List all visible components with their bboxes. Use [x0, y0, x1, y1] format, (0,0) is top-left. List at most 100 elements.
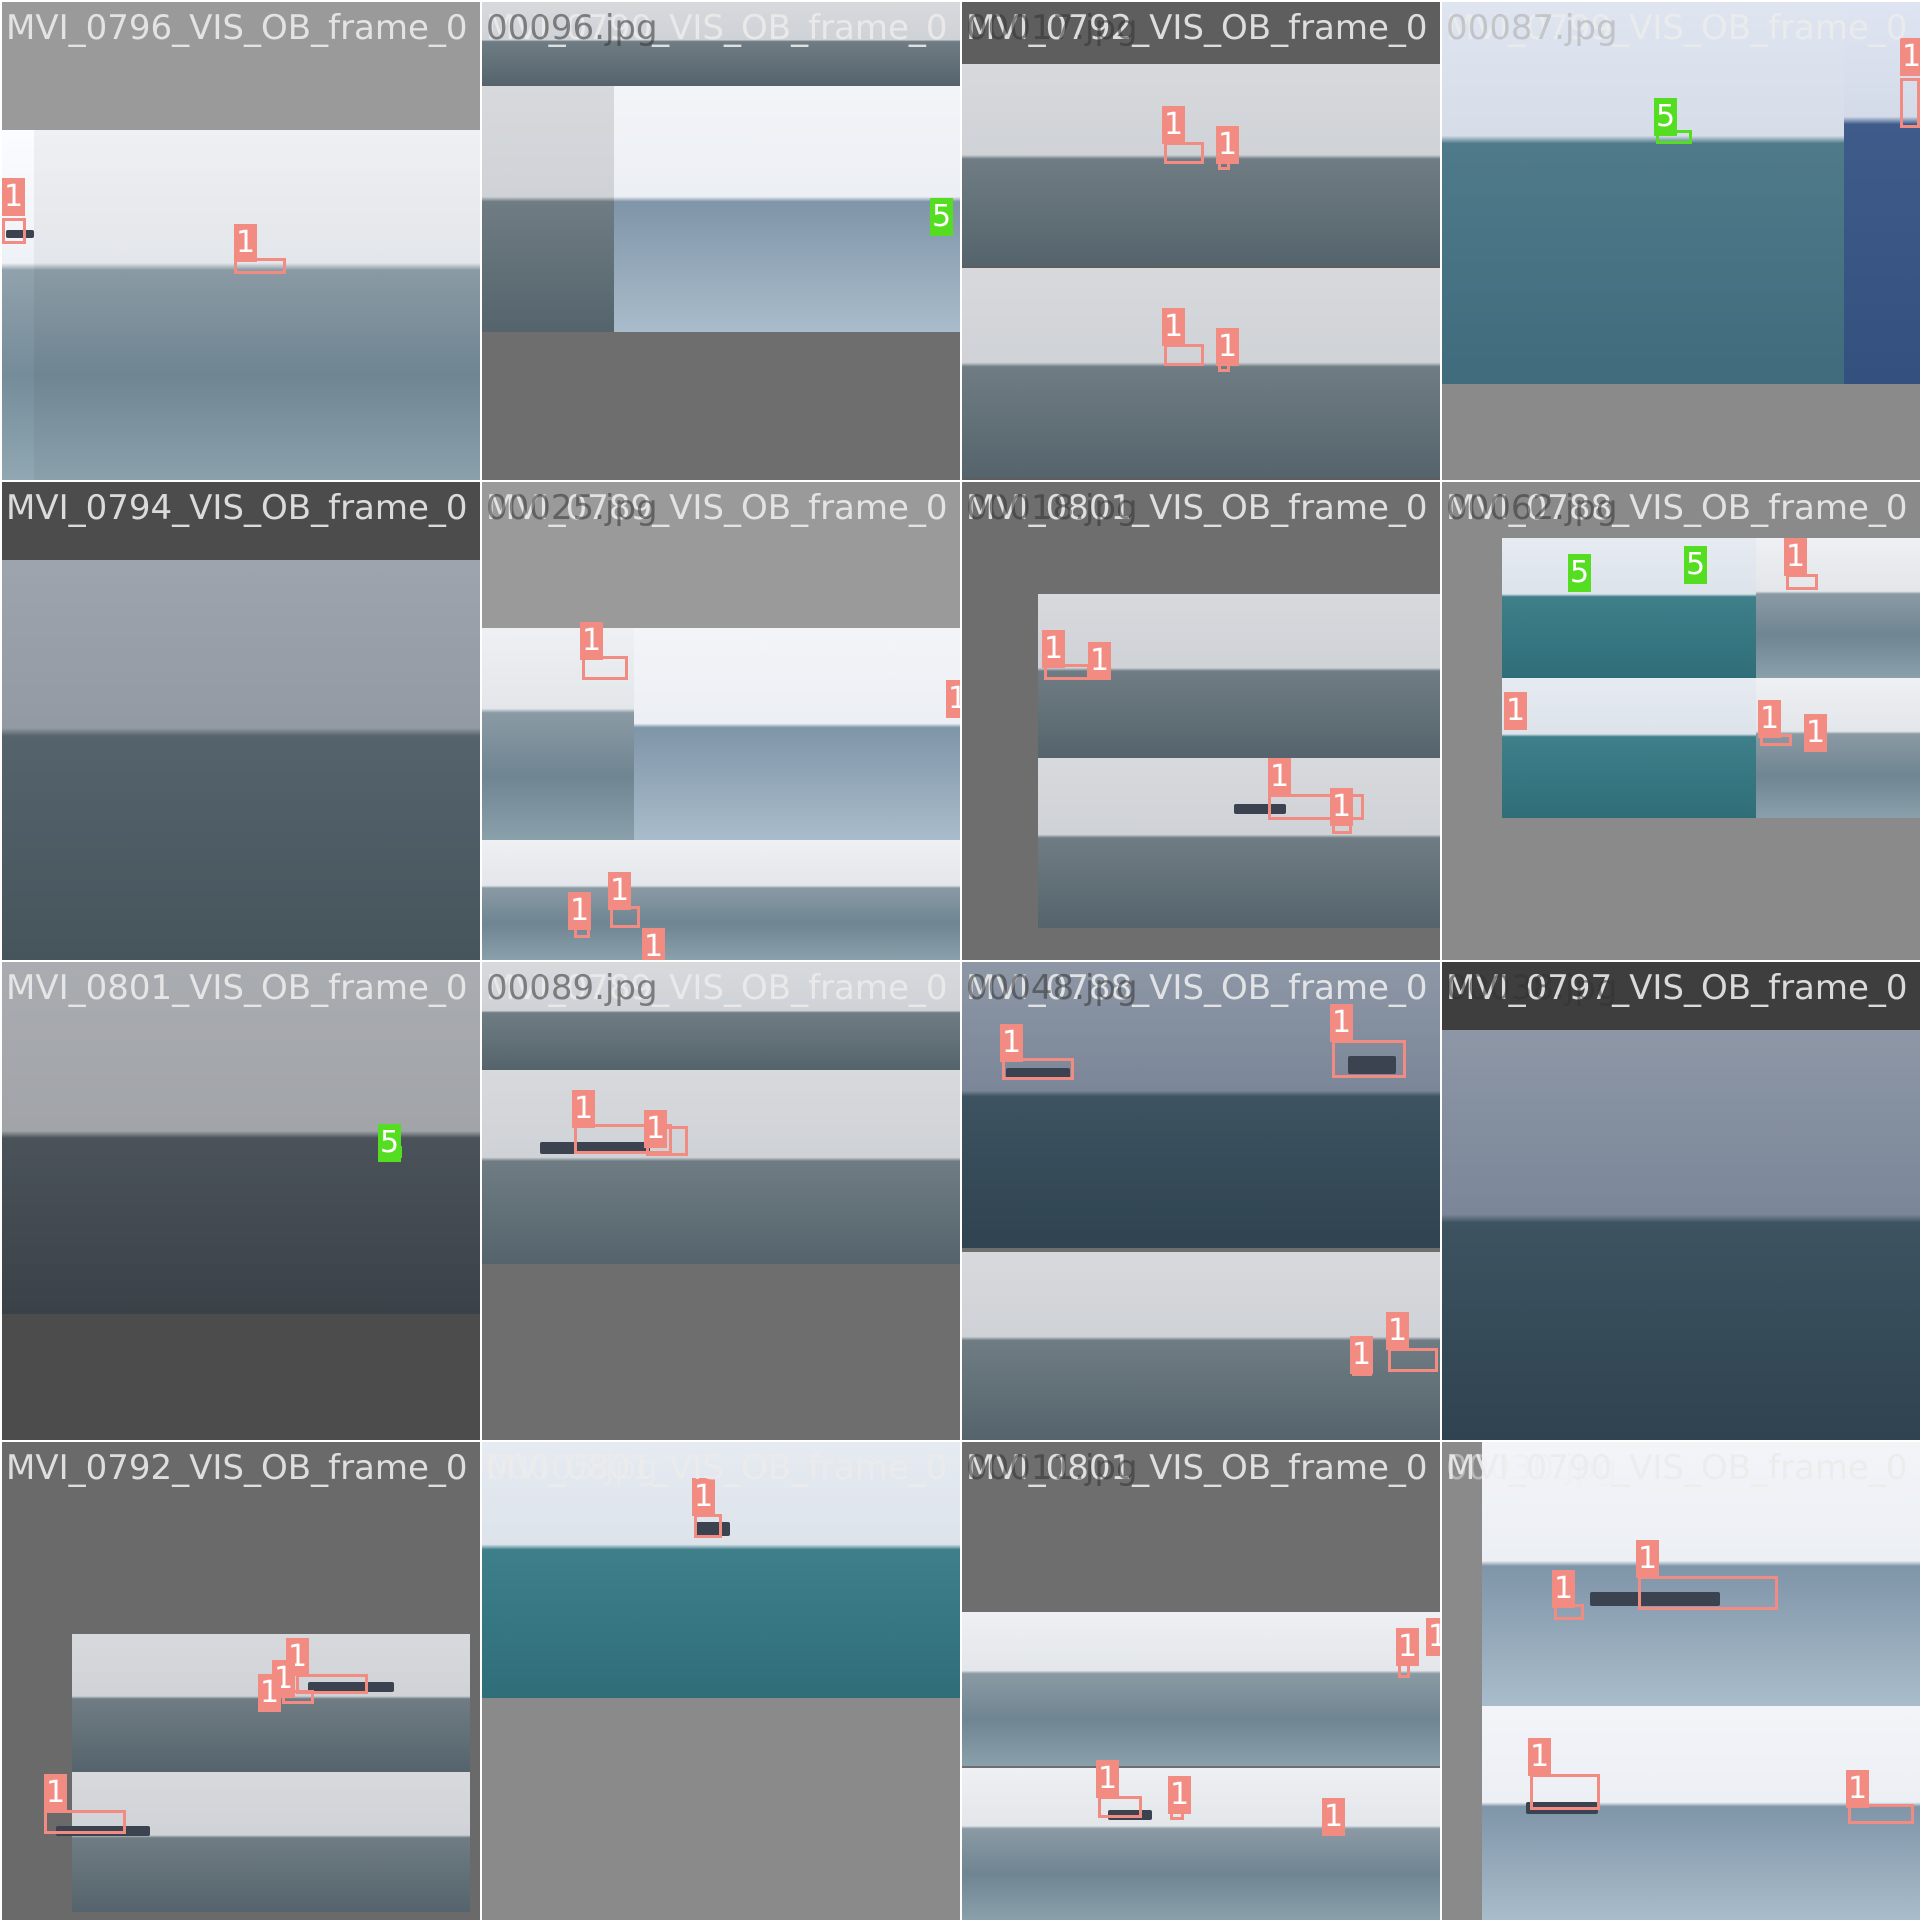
overlap-filename-fragment: 00087.jpg	[1446, 8, 1618, 48]
ship-class-tag: 1	[644, 1110, 668, 1148]
ship-class-tag: 1	[1162, 106, 1186, 144]
image-filename-label: MVI_0799_VIS_OB_frame_0	[1446, 8, 1908, 48]
ship-class-tag: 1	[1000, 1024, 1024, 1062]
sea-photo	[1502, 678, 1756, 818]
sea-photo	[72, 1772, 318, 1912]
sea-photo	[962, 64, 1158, 266]
sea-photo	[1442, 2, 1844, 384]
overlap-filename-fragment: 00018.jpg	[966, 488, 1138, 528]
ship-bbox	[296, 1674, 368, 1694]
ship-bbox	[1332, 1040, 1406, 1078]
ship-bbox	[44, 1810, 126, 1834]
ship-bbox	[1268, 794, 1364, 820]
sea-photo	[482, 840, 960, 960]
boat-class-tag: 5	[378, 1124, 402, 1162]
image-filename-label: MVI_0789_VIS_OB_frame_0	[486, 968, 948, 1008]
sea-photo	[962, 1612, 1166, 1766]
ship-class-tag: 1	[1042, 630, 1066, 668]
ship-bbox	[234, 258, 286, 274]
ship-class-tag: 1	[1528, 1738, 1552, 1776]
sea-photo	[482, 628, 634, 840]
ship-bbox	[1164, 142, 1204, 164]
ship-class-tag: 1	[1386, 1312, 1410, 1350]
sea-photo	[2, 560, 110, 960]
ship-class-tag: 1	[1552, 1570, 1576, 1608]
overlap-filename-fragment: 00025.jpg	[486, 488, 658, 528]
overlap-filename-fragment: 00038.jpg	[1446, 968, 1618, 1008]
sea-photo	[482, 2, 960, 86]
sea-photo	[634, 628, 960, 840]
ship-bbox	[1786, 574, 1818, 590]
sea-photo	[1166, 1612, 1440, 1766]
image-filename-label: MVI_0801_VIS_OB_frame_0	[966, 1448, 1428, 1488]
sea-photo	[1158, 64, 1440, 266]
ship-class-tag: 1	[2, 178, 26, 216]
sea-photo	[1442, 1030, 1920, 1440]
sea-photo	[732, 1442, 960, 1698]
sea-photo	[1756, 678, 1920, 818]
ship-class-tag: 1	[44, 1774, 68, 1812]
image-filename-label: MVI_0792_VIS_OB_frame_0	[966, 8, 1428, 48]
image-filename-label: MVI_0801_VIS_OB_frame_0	[486, 1448, 948, 1488]
ship-bbox	[1530, 1774, 1600, 1810]
ship-silhouette	[1348, 1056, 1396, 1074]
ship-silhouette	[6, 230, 34, 238]
ship-silhouette	[308, 1682, 394, 1692]
overlap-filename-fragment: 00017.jpg	[966, 8, 1138, 48]
ship-class-tag: 1	[1268, 758, 1292, 796]
image-filename-label: MVI_0790_VIS_OB_frame_0	[486, 8, 948, 48]
ship-bbox	[1002, 1058, 1074, 1080]
sea-photo	[482, 962, 960, 1070]
sea-photo	[614, 86, 960, 332]
ship-class-tag: 1	[1096, 1760, 1120, 1798]
overlap-filename-fragment: 00030.jpg	[1446, 1448, 1618, 1488]
boat-class-tag: 5	[1654, 98, 1678, 136]
ship-class-tag: 1	[1758, 700, 1782, 738]
mosaic-tile: 1 1 1 1 MVI_0788_VIS_OB_frame_0	[962, 962, 1440, 1440]
ship-bbox	[1848, 1804, 1914, 1824]
ship-bbox	[1164, 344, 1204, 366]
sea-photo	[1334, 758, 1440, 928]
sea-photo	[1502, 538, 1756, 678]
image-filename-label: MVI_0790_VIS_OB_frame_0	[1446, 1448, 1908, 1488]
mosaic-tile: 1 1 1 1 MVI_0790_VIS_OB_frame_0	[1442, 1442, 1920, 1920]
sea-photo	[962, 268, 1158, 478]
ship-class-tag: 1	[1396, 1628, 1420, 1666]
image-filename-label: MVI_0794_VIS_OB_frame_0	[6, 488, 468, 528]
mosaic-tile: 5 1 MVI_0799_VIS_OB_frame_0	[1442, 2, 1920, 480]
overlap-filename-fragment: 00096.jpg	[486, 8, 658, 48]
ship-class-tag: 1	[1216, 126, 1240, 164]
ship-class-tag: 1	[1330, 788, 1354, 826]
sea-photo	[482, 1070, 648, 1264]
ship-class-tag: 1	[1162, 308, 1186, 346]
image-filename-label: MVI_0788_VIS_OB_frame_0	[1446, 488, 1908, 528]
image-filename-label: MVI_0796_VIS_OB_frame_0	[6, 8, 468, 48]
sea-photo	[2, 130, 480, 480]
ship-class-tag: 1	[572, 1090, 596, 1128]
sea-photo	[482, 86, 614, 332]
image-filename-label: MVI_0789_VIS_OB_frame_0	[486, 488, 948, 528]
ship-class-tag: 1	[608, 872, 632, 910]
boat-class-tag: 5	[930, 198, 954, 236]
sea-photo	[318, 1772, 470, 1912]
mosaic-tile: 1 1 1 1 MVI_0792_VIS_OB_frame_0	[962, 2, 1440, 480]
sea-photo	[962, 962, 1440, 1248]
ship-silhouette	[1006, 1068, 1070, 1078]
ship-bbox	[582, 656, 628, 680]
sea-photo	[962, 1768, 1440, 1920]
ship-class-tag: 1	[1426, 1618, 1440, 1656]
ship-class-tag: 1	[1168, 1776, 1192, 1814]
ship-class-tag: 1	[1504, 692, 1528, 730]
mosaic-tile: 1 1 MVI_0796_VIS_OB_frame_0	[2, 2, 480, 480]
mosaic-tile: 5 5 1 1 1 1 MVI_0788_VIS_OB_frame_0	[1442, 482, 1920, 960]
boat-class-tag: 5	[1568, 554, 1592, 592]
overlap-filename-fragment: 00005.jpg	[486, 1448, 658, 1488]
mosaic-tile: 1 1 1 1 1 MVI_0789_VIS_OB_frame_0	[482, 482, 960, 960]
ship-class-tag: 1	[1784, 538, 1808, 576]
boat-class-tag: 5	[1684, 546, 1708, 584]
image-filename-label: MVI_0788_VIS_OB_frame_0	[966, 968, 1428, 1008]
ship-class-tag: 1	[1350, 1336, 1374, 1374]
ship-class-tag: 1	[1900, 38, 1920, 76]
mosaic-tile: 1 1 1 1 1 MVI_0801_VIS_OB_frame_0	[962, 1442, 1440, 1920]
ship-class-tag: 1	[1804, 714, 1828, 752]
